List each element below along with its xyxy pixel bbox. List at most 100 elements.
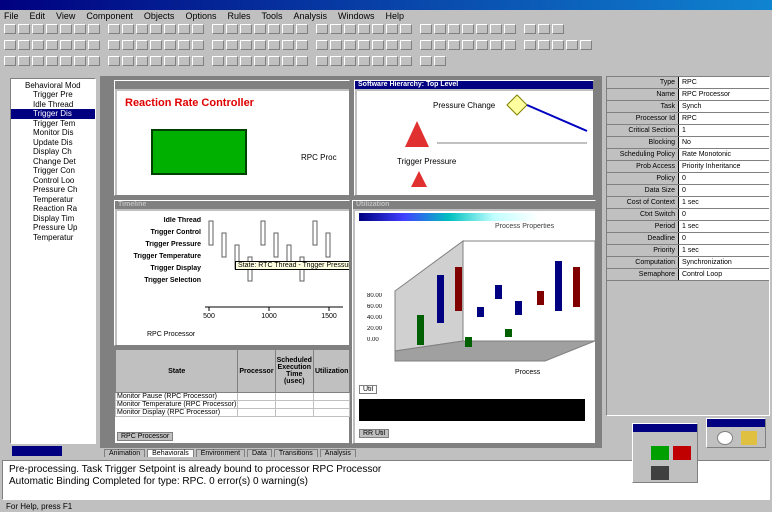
toolbar-button[interactable] <box>60 56 72 66</box>
toolbar-button[interactable] <box>122 40 134 50</box>
toolbar-button[interactable] <box>178 40 190 50</box>
property-value[interactable]: Synch <box>679 101 769 112</box>
toolbar-button[interactable] <box>32 24 44 34</box>
toolbar-button[interactable] <box>4 24 16 34</box>
toolbar-button[interactable] <box>88 24 100 34</box>
palette-icon[interactable] <box>651 466 669 480</box>
toolbar-button[interactable] <box>448 24 460 34</box>
toolbar-button[interactable] <box>400 24 412 34</box>
toolbar-button[interactable] <box>178 56 190 66</box>
toolbar-button[interactable] <box>192 56 204 66</box>
toolbar-button[interactable] <box>150 24 162 34</box>
property-value[interactable]: 1 sec <box>679 221 769 232</box>
toolbar-button[interactable] <box>420 40 432 50</box>
toolbar-button[interactable] <box>32 56 44 66</box>
toolbar-button[interactable] <box>462 40 474 50</box>
toolbar-button[interactable] <box>504 40 516 50</box>
toolbar-button[interactable] <box>150 56 162 66</box>
tree-item[interactable]: Trigger Tem <box>11 119 95 129</box>
toolbar-button[interactable] <box>296 40 308 50</box>
toolbar-button[interactable] <box>240 24 252 34</box>
column-header[interactable]: Utilization <box>313 350 349 393</box>
property-value[interactable]: RPC <box>679 113 769 124</box>
toolbar-button[interactable] <box>434 40 446 50</box>
toolbar-button[interactable] <box>386 40 398 50</box>
toolbar-button[interactable] <box>136 40 148 50</box>
toolbar-button[interactable] <box>552 40 564 50</box>
toolbar-button[interactable] <box>330 40 342 50</box>
toolbar-button[interactable] <box>4 40 16 50</box>
toolbar-button[interactable] <box>108 24 120 34</box>
toolbar-button[interactable] <box>108 40 120 50</box>
toolbar-button[interactable] <box>386 24 398 34</box>
toolbar-button[interactable] <box>524 40 536 50</box>
toolbar-button[interactable] <box>490 24 502 34</box>
toolbar-button[interactable] <box>226 56 238 66</box>
property-value[interactable]: No <box>679 137 769 148</box>
tree-item[interactable]: Display Ch <box>11 147 95 157</box>
toolbar-button[interactable] <box>434 56 446 66</box>
toolbar-button[interactable] <box>136 56 148 66</box>
toolbar-button[interactable] <box>164 40 176 50</box>
property-value[interactable]: RPC <box>679 77 769 88</box>
toolbar-button[interactable] <box>282 24 294 34</box>
palette-icon[interactable] <box>673 446 691 460</box>
tree-item[interactable]: Trigger Con <box>11 166 95 176</box>
tree-item[interactable]: Pressure Ch <box>11 185 95 195</box>
property-value[interactable]: 0 <box>679 173 769 184</box>
toolbar-button[interactable] <box>164 56 176 66</box>
toolbar-button[interactable] <box>400 56 412 66</box>
toolbar-button[interactable] <box>226 40 238 50</box>
toolbar-button[interactable] <box>212 56 224 66</box>
menu-item[interactable]: Analysis <box>294 11 328 21</box>
view-tab[interactable]: Transitions <box>274 449 318 457</box>
column-header[interactable]: Scheduled Execution Time (usec) <box>275 350 313 393</box>
toolbar-button[interactable] <box>282 56 294 66</box>
toolbar-button[interactable] <box>4 56 16 66</box>
toolbar-button[interactable] <box>268 40 280 50</box>
toolbar-button[interactable] <box>74 56 86 66</box>
toolbar-button[interactable] <box>108 56 120 66</box>
tree-item[interactable]: Trigger Dis <box>11 109 95 119</box>
toolbar-button[interactable] <box>88 40 100 50</box>
toolbar-button[interactable] <box>344 56 356 66</box>
property-value[interactable]: RPC Processor <box>679 89 769 100</box>
toolbar-button[interactable] <box>122 56 134 66</box>
property-value[interactable]: Control Loop <box>679 269 769 280</box>
toolbar-button[interactable] <box>316 56 328 66</box>
toolbar-button[interactable] <box>372 40 384 50</box>
column-header[interactable]: Processor <box>238 350 275 393</box>
menu-item[interactable]: Tools <box>261 11 282 21</box>
property-value[interactable]: 0 <box>679 209 769 220</box>
toolbar-button[interactable] <box>240 40 252 50</box>
menu-item[interactable]: Rules <box>227 11 250 21</box>
view-tab[interactable]: Environment <box>196 449 245 457</box>
palette-icon[interactable] <box>651 446 669 460</box>
toolbar-button[interactable] <box>358 40 370 50</box>
toolbar-button[interactable] <box>240 56 252 66</box>
toolbar-button[interactable] <box>504 24 516 34</box>
toolbar-button[interactable] <box>46 24 58 34</box>
toolbar-button[interactable] <box>330 56 342 66</box>
menu-item[interactable]: Windows <box>338 11 375 21</box>
toolbar-button[interactable] <box>538 24 550 34</box>
view-tab[interactable]: Behaviorals <box>147 449 194 457</box>
tree-item[interactable]: Pressure Up <box>11 223 95 233</box>
toolbar-button[interactable] <box>18 40 30 50</box>
tree-item[interactable]: Temperatur <box>11 195 95 205</box>
tree-root[interactable]: Behavioral Mod <box>11 79 95 90</box>
toolbar-button[interactable] <box>18 56 30 66</box>
toolbar-button[interactable] <box>330 24 342 34</box>
toolbar-button[interactable] <box>476 40 488 50</box>
toolbar-button[interactable] <box>254 40 266 50</box>
toolbar-button[interactable] <box>88 56 100 66</box>
toolbar-button[interactable] <box>268 24 280 34</box>
toolbar-button[interactable] <box>212 40 224 50</box>
toolbar-button[interactable] <box>60 40 72 50</box>
property-value[interactable]: 1 <box>679 125 769 136</box>
toolbar-button[interactable] <box>580 40 592 50</box>
toolbar-button[interactable] <box>212 24 224 34</box>
toolbar-button[interactable] <box>476 24 488 34</box>
toolbar-button[interactable] <box>386 56 398 66</box>
toolbar-button[interactable] <box>74 24 86 34</box>
